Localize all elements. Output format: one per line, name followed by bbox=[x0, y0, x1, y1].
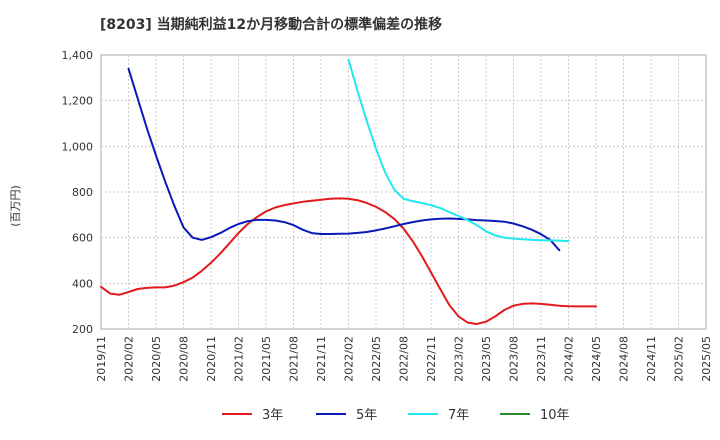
x-tick-label: 2021/05 bbox=[260, 336, 273, 382]
x-axis: 2019/11 2020/02 2020/05 2020/08 2020/11 2021/… bbox=[95, 336, 713, 382]
legend: 3年 5年 7年 10年 bbox=[222, 408, 570, 423]
legend-label: 5年 bbox=[356, 408, 377, 423]
x-tick-label: 2024/11 bbox=[645, 336, 658, 382]
plot-frame bbox=[100, 54, 707, 330]
x-tick-label: 2020/11 bbox=[205, 336, 218, 382]
x-tick-label: 2025/05 bbox=[700, 336, 713, 382]
x-tick-label: 2025/02 bbox=[673, 336, 686, 382]
x-tick-label: 2023/08 bbox=[508, 336, 521, 382]
y-tick-label: 200 bbox=[72, 323, 93, 336]
y-axis-label: (百万円) bbox=[9, 185, 22, 227]
series-line-3年 bbox=[100, 197, 597, 325]
x-tick-label: 2020/02 bbox=[123, 336, 136, 382]
legend-label: 7年 bbox=[448, 408, 469, 423]
series-line-5年 bbox=[127, 67, 561, 252]
x-tick-label: 2023/05 bbox=[480, 336, 493, 382]
y-tick-label: 1,400 bbox=[62, 49, 94, 62]
x-tick-label: 2024/08 bbox=[618, 336, 631, 382]
y-tick-label: 1,000 bbox=[62, 140, 94, 153]
chart-title: [8203] 当期純利益12か月移動合計の標準偏差の推移 bbox=[100, 16, 442, 33]
y-tick-label: 600 bbox=[72, 232, 93, 245]
x-tick-label: 2022/05 bbox=[370, 336, 383, 382]
y-tick-label: 800 bbox=[72, 186, 93, 199]
legend-label: 10年 bbox=[540, 408, 570, 423]
x-tick-label: 2020/05 bbox=[150, 336, 163, 382]
grid bbox=[101, 55, 706, 329]
series-group bbox=[100, 58, 597, 325]
x-tick-label: 2022/08 bbox=[398, 336, 411, 382]
y-tick-label: 400 bbox=[72, 277, 93, 290]
legend-label: 3年 bbox=[262, 408, 283, 423]
x-tick-label: 2021/11 bbox=[315, 336, 328, 382]
x-tick-label: 2022/11 bbox=[425, 336, 438, 382]
x-tick-label: 2019/11 bbox=[95, 336, 108, 382]
y-axis: 200 400 600 800 1,000 1,200 1,400 bbox=[62, 49, 94, 336]
x-tick-label: 2023/02 bbox=[453, 336, 466, 382]
series-line-7年 bbox=[347, 58, 570, 243]
x-tick-label: 2021/08 bbox=[288, 336, 301, 382]
x-tick-label: 2021/02 bbox=[233, 336, 246, 382]
y-tick-label: 1,200 bbox=[62, 95, 94, 108]
x-tick-label: 2024/02 bbox=[563, 336, 576, 382]
x-tick-label: 2024/05 bbox=[590, 336, 603, 382]
x-tick-label: 2020/08 bbox=[178, 336, 191, 382]
x-tick-label: 2022/02 bbox=[343, 336, 356, 382]
x-tick-label: 2023/11 bbox=[535, 336, 548, 382]
